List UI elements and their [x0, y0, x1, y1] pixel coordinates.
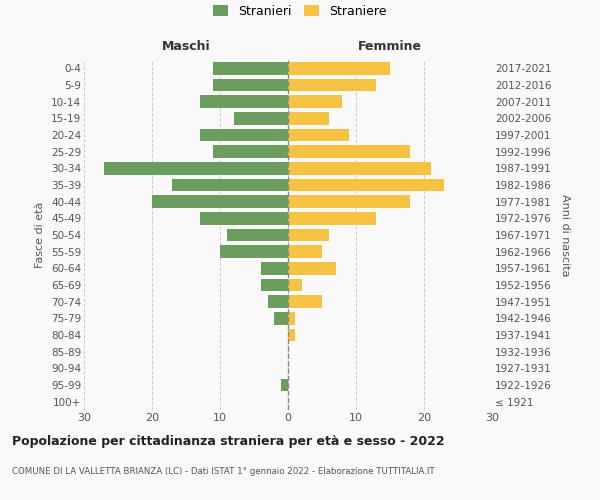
Bar — [200, 96, 288, 108]
Text: Femmine: Femmine — [358, 40, 422, 53]
Bar — [281, 379, 288, 391]
Y-axis label: Anni di nascita: Anni di nascita — [560, 194, 570, 276]
Bar — [233, 112, 288, 124]
Bar — [152, 196, 288, 208]
Bar — [288, 146, 410, 158]
Bar — [213, 146, 288, 158]
Bar — [288, 79, 376, 92]
Bar — [213, 62, 288, 74]
Bar — [288, 246, 322, 258]
Bar — [288, 112, 329, 124]
Y-axis label: Fasce di età: Fasce di età — [35, 202, 46, 268]
Bar — [288, 279, 302, 291]
Legend: Stranieri, Straniere: Stranieri, Straniere — [208, 0, 392, 23]
Bar — [213, 79, 288, 92]
Bar — [288, 129, 349, 141]
Bar — [288, 96, 343, 108]
Bar — [220, 246, 288, 258]
Text: Maschi: Maschi — [161, 40, 211, 53]
Bar — [274, 312, 288, 324]
Bar — [227, 229, 288, 241]
Bar — [288, 329, 295, 341]
Text: COMUNE DI LA VALLETTA BRIANZA (LC) - Dati ISTAT 1° gennaio 2022 - Elaborazione T: COMUNE DI LA VALLETTA BRIANZA (LC) - Dat… — [12, 468, 434, 476]
Bar — [288, 229, 329, 241]
Bar — [261, 279, 288, 291]
Bar — [288, 162, 431, 174]
Bar — [268, 296, 288, 308]
Bar — [172, 179, 288, 192]
Bar — [288, 262, 335, 274]
Bar — [288, 179, 445, 192]
Bar — [288, 196, 410, 208]
Bar — [261, 262, 288, 274]
Text: Popolazione per cittadinanza straniera per età e sesso - 2022: Popolazione per cittadinanza straniera p… — [12, 435, 445, 448]
Bar — [200, 129, 288, 141]
Bar — [200, 212, 288, 224]
Bar — [288, 212, 376, 224]
Bar — [104, 162, 288, 174]
Bar — [288, 62, 390, 74]
Bar — [288, 296, 322, 308]
Bar — [288, 312, 295, 324]
